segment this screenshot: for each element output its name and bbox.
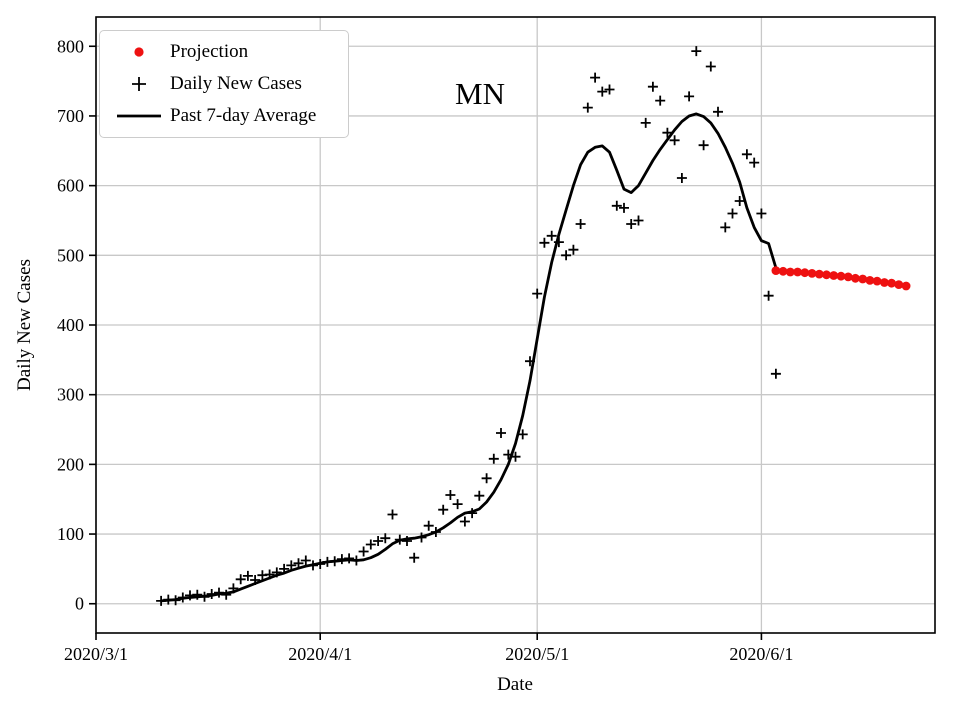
projection-dot xyxy=(778,266,788,276)
projection-dot xyxy=(843,272,853,282)
legend-item-daily-cases: Daily New Cases xyxy=(108,70,338,98)
legend-label: Past 7-day Average xyxy=(170,105,317,126)
y-tick-label: 800 xyxy=(57,36,84,56)
x-tick-label: 2020/3/1 xyxy=(64,644,128,664)
series-layer xyxy=(156,46,911,606)
y-tick-label: 300 xyxy=(57,385,84,405)
x-tick-label: 2020/6/1 xyxy=(729,644,793,664)
legend-item-average: Past 7-day Average xyxy=(108,102,338,130)
y-tick-label: 500 xyxy=(57,245,84,265)
x-axis-label: Date xyxy=(497,674,533,695)
axes xyxy=(89,16,936,640)
y-axis-label: Daily New Cases xyxy=(14,259,35,391)
average-line xyxy=(160,112,778,603)
y-tick-label: 200 xyxy=(57,454,84,474)
projection-dot xyxy=(814,269,824,279)
legend: Projection Daily New Cases Past 7-day Av… xyxy=(99,30,349,138)
legend-label: Projection xyxy=(170,41,249,62)
y-tick-label: 600 xyxy=(57,176,84,196)
legend-item-projection: Projection xyxy=(108,38,338,66)
tick-labels: 2020/3/1 2020/4/1 2020/5/1 2020/6/1 0 100 200 3… xyxy=(57,36,793,664)
y-tick-label: 100 xyxy=(57,524,84,544)
projection-dots xyxy=(771,266,911,291)
projection-dot xyxy=(880,278,889,287)
projection-dot xyxy=(894,280,904,289)
projection-dot xyxy=(836,271,846,281)
projection-dot xyxy=(822,270,831,280)
projection-dot xyxy=(800,268,810,278)
projection-dot xyxy=(807,269,817,278)
projection-dot xyxy=(865,276,875,285)
y-tick-label: 400 xyxy=(57,315,84,335)
x-tick-label: 2020/4/1 xyxy=(288,644,352,664)
projection-dot xyxy=(771,266,781,275)
y-tick-label: 700 xyxy=(57,106,84,126)
projection-dot xyxy=(829,271,839,280)
projection-dot xyxy=(887,278,896,288)
legend-label: Daily New Cases xyxy=(170,73,302,94)
projection-dot xyxy=(793,267,802,277)
projection-dot xyxy=(851,273,860,283)
chart-title: MN xyxy=(455,76,505,111)
projection-dot xyxy=(858,274,868,284)
x-tick-label: 2020/5/1 xyxy=(505,644,569,664)
line-marker-icon xyxy=(108,107,170,125)
projection-dot xyxy=(785,267,795,277)
projection-dot xyxy=(872,276,882,286)
y-tick-label: 0 xyxy=(75,594,84,614)
projection-dot xyxy=(901,281,911,291)
plus-marker-icon xyxy=(108,75,170,93)
projection-dot-icon xyxy=(108,43,170,61)
